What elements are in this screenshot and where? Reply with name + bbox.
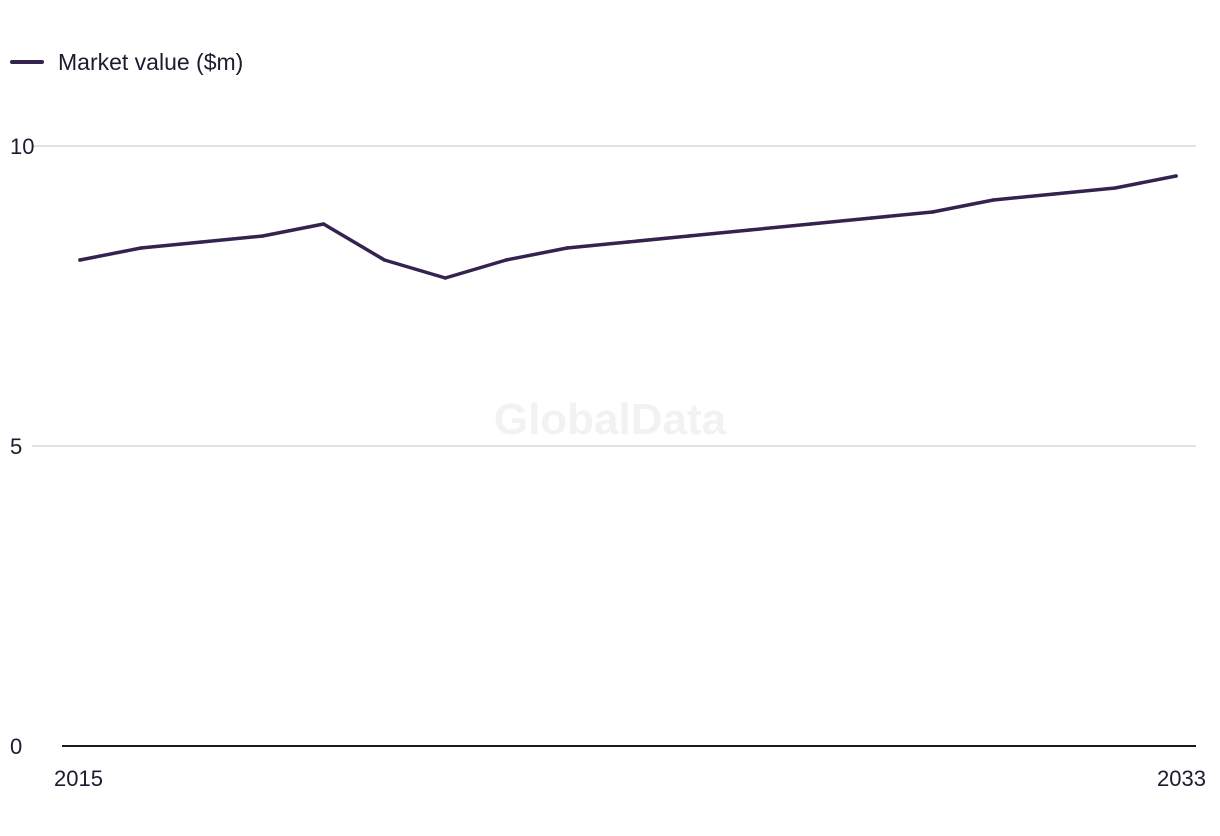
data-point-2029 xyxy=(930,210,935,214)
data-point-2022 xyxy=(504,258,509,262)
data-point-2027 xyxy=(808,222,813,226)
data-point-2028 xyxy=(869,216,874,220)
data-point-2021 xyxy=(443,276,448,280)
data-point-2023 xyxy=(565,246,569,250)
data-point-2019 xyxy=(321,222,326,226)
y-tick-label-10: 10 xyxy=(10,134,34,159)
data-point-2017 xyxy=(199,240,204,244)
series xyxy=(78,174,1178,280)
data-point-2030 xyxy=(991,198,996,202)
data-point-2033 xyxy=(1174,174,1178,178)
y-tick-label-5: 5 xyxy=(10,434,22,459)
series-line-market-value xyxy=(78,174,1178,280)
data-point-2024 xyxy=(626,240,630,244)
data-point-2026 xyxy=(747,228,752,232)
y-axis-ticks: 0 5 10 xyxy=(10,134,34,759)
data-point-2020 xyxy=(382,258,387,262)
data-point-2015 xyxy=(78,258,82,262)
data-point-2018 xyxy=(260,234,265,238)
x-axis-ticks: 2015 2033 xyxy=(54,766,1206,791)
legend: Market value ($m) xyxy=(10,49,243,75)
gridlines xyxy=(32,145,1196,447)
data-point-2032 xyxy=(1113,186,1117,190)
watermark: GlobalData xyxy=(494,395,727,444)
legend-label: Market value ($m) xyxy=(58,49,243,75)
x-tick-label-2033: 2033 xyxy=(1157,766,1206,791)
x-tick-label-2015: 2015 xyxy=(54,766,103,791)
data-point-2031 xyxy=(1052,192,1057,196)
data-point-2016 xyxy=(139,246,143,250)
data-point-2025 xyxy=(687,234,691,238)
y-tick-label-0: 0 xyxy=(10,734,22,759)
